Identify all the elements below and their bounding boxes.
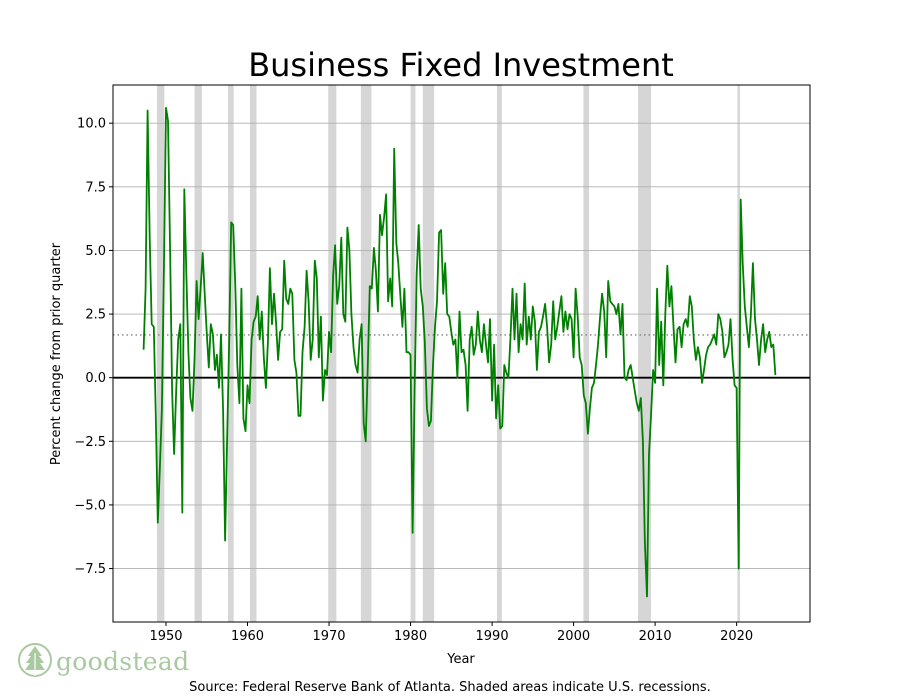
plot-frame — [112, 84, 811, 623]
y-tick-label: 5.0 — [85, 244, 106, 259]
y-tick-label: −7.5 — [74, 562, 106, 577]
recession-band — [249, 85, 257, 622]
y-tick-label: 0.0 — [85, 371, 106, 386]
recession-band — [737, 85, 740, 622]
chart-title: Business Fixed Investment — [248, 46, 674, 84]
gridlines — [113, 122, 810, 570]
x-tick-label: 1960 — [231, 629, 264, 644]
x-tick-label: 1990 — [476, 629, 509, 644]
recession-band — [583, 85, 590, 622]
y-tick-label: −2.5 — [74, 435, 106, 450]
x-axis-ticks: 1950 1960 1970 1980 1990 2000 2010 2020 — [149, 622, 753, 644]
recession-band — [227, 85, 234, 622]
recession-band — [194, 85, 202, 622]
series-line — [142, 107, 777, 598]
y-tick-label: 10.0 — [77, 117, 106, 132]
y-axis-ticks: −7.5 −5.0 −2.5 0.0 2.5 5.0 7.5 10.0 — [74, 117, 113, 577]
y-axis-label: Percent change from prior quarter — [49, 242, 64, 465]
x-tick-label: 2020 — [720, 629, 753, 644]
recession-band — [410, 85, 416, 622]
x-axis-label: Year — [446, 652, 475, 667]
recession-band — [422, 85, 435, 622]
x-tick-label: 1970 — [312, 629, 345, 644]
goodstead-logo: goodstead — [18, 640, 189, 682]
x-tick-label: 1980 — [394, 629, 427, 644]
x-tick-label: 2010 — [639, 629, 672, 644]
x-tick-label: 2000 — [557, 629, 590, 644]
recession-band — [360, 85, 372, 622]
x-tick-label: 1950 — [149, 629, 182, 644]
recession-band — [328, 85, 337, 622]
recession-band — [496, 85, 502, 622]
source-note: Source: Federal Reserve Bank of Atlanta.… — [189, 680, 711, 695]
logo-wordmark: goodstead — [56, 646, 190, 676]
y-tick-label: 7.5 — [85, 180, 106, 195]
y-tick-label: −5.0 — [74, 498, 106, 513]
tree-icon — [18, 643, 52, 677]
series — [142, 107, 777, 598]
recession-band — [157, 85, 165, 622]
recession-shading — [157, 85, 740, 622]
y-tick-label: 2.5 — [85, 308, 106, 323]
